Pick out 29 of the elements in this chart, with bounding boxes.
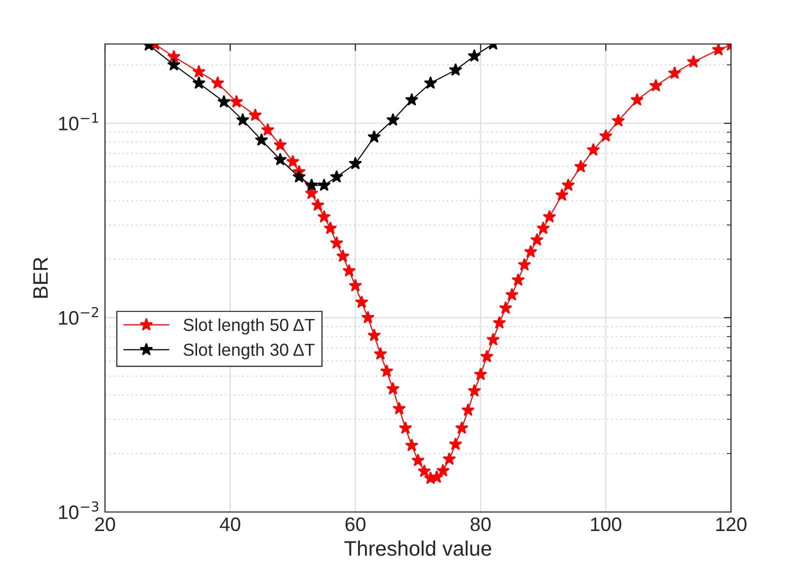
- point: [368, 130, 381, 143]
- point: [348, 156, 362, 170]
- x-tick-label: 100: [591, 517, 622, 532]
- point: [468, 49, 481, 62]
- x-tick-label: 40: [220, 517, 240, 532]
- point: [167, 58, 180, 71]
- point: [386, 113, 400, 126]
- x-axis-title: Threshold value: [344, 540, 492, 556]
- point: [292, 170, 306, 183]
- x-tick-label: 20: [95, 517, 116, 532]
- point: [448, 63, 462, 76]
- legend-label: Slot length 30 ΔT: [184, 343, 315, 360]
- legend-label: Slot length 50 ΔT: [184, 318, 315, 334]
- y-axis-title: BER: [33, 258, 48, 298]
- point: [330, 170, 344, 183]
- point: [254, 133, 268, 146]
- x-tick-label: 60: [346, 517, 366, 532]
- point: [317, 178, 331, 192]
- point: [405, 92, 418, 106]
- x-tick-label: 80: [470, 517, 491, 532]
- point: [274, 152, 287, 166]
- point: [236, 113, 250, 126]
- point: [217, 94, 231, 108]
- point: [192, 76, 206, 89]
- y-tick-label: 10$^{−1}$: [59, 112, 98, 130]
- x-tick-label: 120: [716, 517, 746, 532]
- point: [424, 76, 438, 89]
- y-tick-label: 10$^{−2}$: [59, 307, 98, 325]
- point: [304, 178, 318, 192]
